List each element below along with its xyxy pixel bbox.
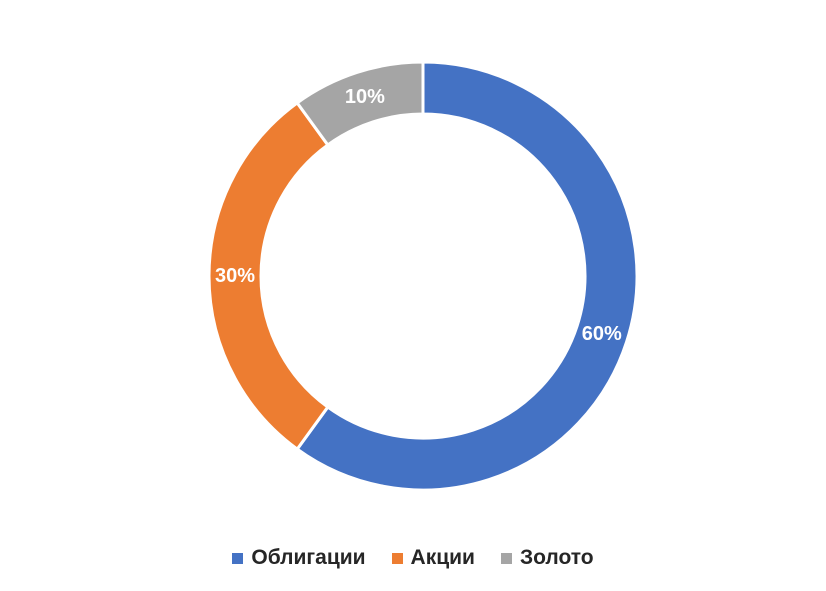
donut-slice-1 — [295, 60, 639, 492]
legend-label: Золото — [519, 546, 594, 569]
legend-swatch — [500, 552, 512, 564]
legend-swatch — [232, 552, 244, 564]
donut-slice-3 — [295, 60, 425, 148]
legend-item-3: Золото — [500, 546, 594, 570]
legend-swatch — [391, 552, 403, 564]
data-label-1: 60% — [582, 323, 622, 345]
chart-legend: Облигации Акции Золото — [0, 542, 826, 574]
legend-item-2: Акции — [391, 546, 475, 570]
data-labels: 60% 30% 10% — [215, 86, 622, 345]
donut-slice-2 — [207, 100, 330, 452]
legend-label: Акции — [410, 546, 475, 569]
legend-item-1: Облигации — [232, 546, 366, 570]
data-label-3: 10% — [345, 86, 385, 108]
data-label-2: 30% — [215, 265, 255, 287]
donut-slices — [207, 60, 639, 492]
legend-label: Облигации — [251, 546, 366, 569]
